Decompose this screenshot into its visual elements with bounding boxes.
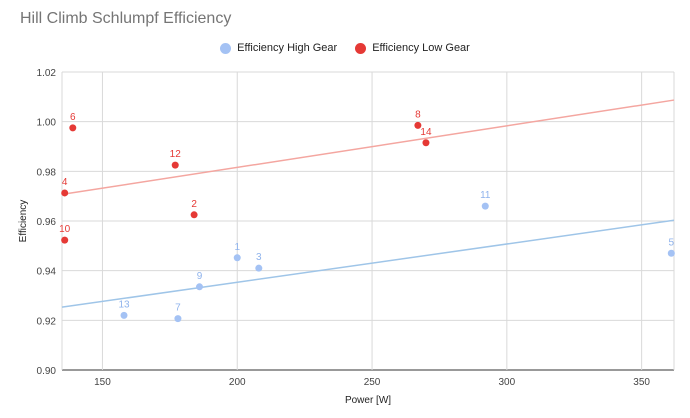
data-label-high-gear: 9 — [197, 271, 203, 282]
y-tick-label: 0.98 — [37, 167, 57, 178]
data-point-high-gear — [120, 311, 128, 319]
legend: Efficiency High Gear Efficiency Low Gear — [0, 42, 690, 54]
data-label-high-gear: 1 — [234, 242, 240, 253]
data-label-high-gear: 5 — [669, 237, 675, 248]
legend-label-high-gear: Efficiency High Gear — [237, 42, 338, 54]
y-tick-label: 0.92 — [37, 316, 57, 327]
y-tick-label: 0.94 — [37, 267, 57, 278]
legend-item-high-gear[interactable]: Efficiency High Gear — [220, 42, 337, 54]
data-label-high-gear: 3 — [256, 252, 262, 263]
data-point-low-gear — [61, 236, 69, 244]
data-label-low-gear: 6 — [70, 112, 76, 123]
y-tick-label: 1.00 — [37, 118, 57, 129]
data-label-high-gear: 13 — [118, 299, 130, 310]
data-label-low-gear: 10 — [59, 224, 71, 235]
data-point-high-gear — [255, 264, 263, 272]
data-label-low-gear: 4 — [62, 177, 68, 188]
data-label-low-gear: 2 — [191, 199, 197, 210]
data-label-low-gear: 12 — [170, 149, 182, 160]
x-tick-label: 200 — [229, 377, 246, 388]
legend-marker-low-gear — [355, 42, 367, 54]
data-label-low-gear: 8 — [415, 109, 421, 120]
data-point-low-gear — [414, 121, 422, 129]
x-tick-label: 150 — [94, 377, 111, 388]
data-label-low-gear: 14 — [420, 127, 432, 138]
data-point-low-gear — [190, 211, 198, 219]
data-point-low-gear — [61, 189, 69, 197]
legend-label-low-gear: Efficiency Low Gear — [372, 42, 470, 54]
data-point-low-gear — [69, 124, 77, 132]
x-tick-label: 300 — [499, 377, 516, 388]
y-axis-title: Efficiency — [18, 200, 29, 243]
data-point-high-gear — [195, 283, 203, 291]
chart-title: Hill Climb Schlumpf Efficiency — [20, 10, 232, 27]
data-point-high-gear — [667, 249, 675, 257]
x-tick-label: 350 — [633, 377, 650, 388]
data-point-low-gear — [171, 161, 179, 169]
trendline-high-gear — [61, 219, 675, 308]
x-axis-title: Power [W] — [345, 395, 391, 406]
data-point-low-gear — [422, 139, 430, 147]
data-label-high-gear: 11 — [480, 190, 491, 201]
y-tick-label: 1.02 — [37, 68, 57, 79]
data-point-high-gear — [174, 315, 182, 323]
data-label-high-gear: 7 — [175, 303, 181, 314]
legend-marker-high-gear — [220, 42, 232, 54]
legend-item-low-gear[interactable]: Efficiency Low Gear — [355, 42, 470, 54]
y-tick-label: 0.90 — [37, 366, 57, 377]
x-tick-label: 250 — [364, 377, 381, 388]
data-point-high-gear — [233, 254, 241, 262]
trendline-low-gear — [61, 99, 675, 196]
data-point-high-gear — [481, 202, 489, 210]
y-tick-label: 0.96 — [37, 217, 57, 228]
